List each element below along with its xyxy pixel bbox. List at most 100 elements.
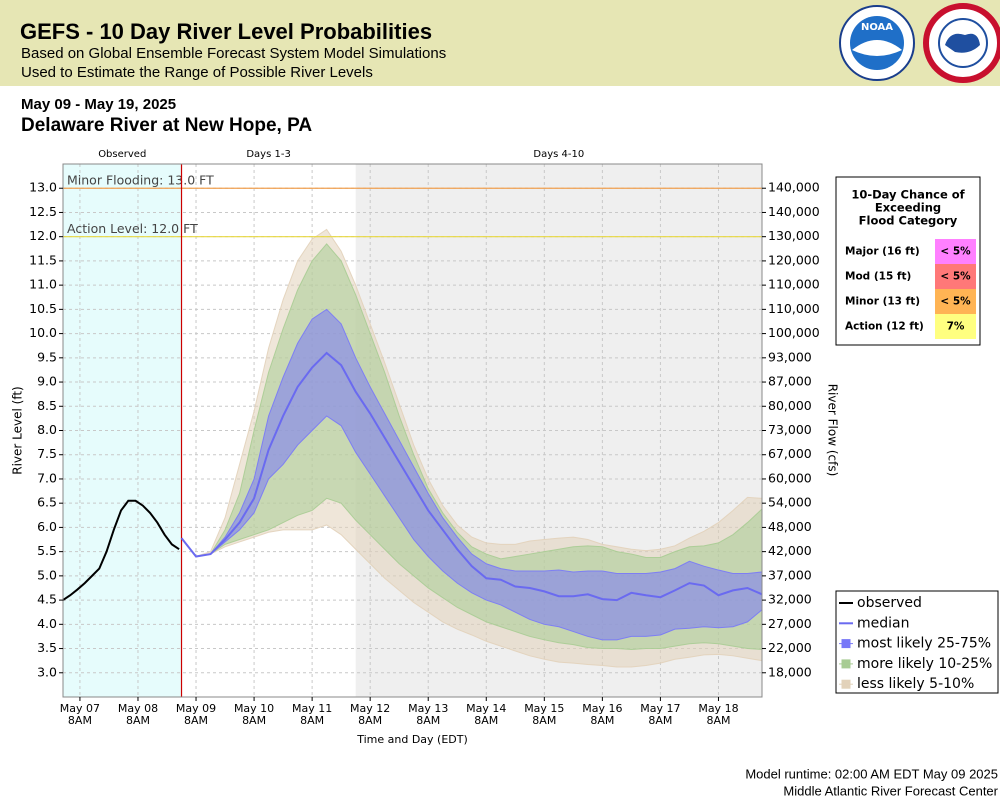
chance-value: < 5% bbox=[940, 296, 971, 308]
y-tick-label: 3.5 bbox=[37, 640, 57, 655]
x-tick-label: 8AM bbox=[706, 714, 730, 727]
x-tick-label: May 15 bbox=[524, 702, 564, 715]
legend-label: most likely 25-75% bbox=[857, 636, 991, 652]
flood-table-title: Flood Category bbox=[859, 214, 958, 228]
chance-cell bbox=[935, 314, 976, 339]
flood-category: Minor (13 ft) bbox=[845, 296, 920, 308]
y-tick-label: 10.5 bbox=[29, 301, 57, 316]
y-tick-label: 4.5 bbox=[37, 592, 57, 607]
flood-category: Major (16 ft) bbox=[845, 246, 920, 258]
legend-box bbox=[835, 590, 999, 694]
x-tick-label: May 08 bbox=[118, 702, 158, 715]
y2-tick-label: 42,000 bbox=[768, 543, 812, 558]
x-tick-label: May 11 bbox=[292, 702, 332, 715]
legend-label: less likely 5-10% bbox=[857, 676, 974, 692]
y2-tick-label: 73,000 bbox=[768, 422, 812, 437]
y2-tick-label: 110,000 bbox=[768, 277, 820, 292]
x-tick-label: 8AM bbox=[648, 714, 672, 727]
y2-tick-label: 110,000 bbox=[768, 301, 820, 316]
period-label: Observed bbox=[98, 149, 146, 160]
y2-tick-label: 100,000 bbox=[768, 325, 820, 340]
y-tick-label: 11.0 bbox=[29, 277, 57, 292]
x-tick-label: 8AM bbox=[590, 714, 614, 727]
x-tick-label: 8AM bbox=[184, 714, 208, 727]
y2-tick-label: 140,000 bbox=[768, 204, 820, 219]
chance-cell bbox=[935, 289, 976, 314]
y2-axis-title: River Flow (cfs) bbox=[826, 384, 840, 477]
y-tick-label: 3.0 bbox=[37, 664, 57, 679]
x-axis-title: Time and Day (EDT) bbox=[356, 733, 468, 746]
legend-swatch bbox=[841, 659, 851, 669]
y-tick-label: 6.0 bbox=[37, 519, 57, 534]
y2-tick-label: 120,000 bbox=[768, 252, 820, 267]
y-tick-label: 8.5 bbox=[37, 398, 57, 413]
legend-label: observed bbox=[857, 595, 922, 611]
x-tick-label: 8AM bbox=[242, 714, 266, 727]
y-axis-title: River Level (ft) bbox=[11, 386, 25, 474]
y-tick-label: 10.0 bbox=[29, 325, 57, 340]
threshold-label: Minor Flooding: 13.0 FT bbox=[67, 173, 214, 188]
page-title: GEFS - 10 Day River Level Probabilities bbox=[20, 19, 432, 44]
threshold-label: Action Level: 12.0 FT bbox=[67, 221, 198, 236]
chance-cell bbox=[935, 264, 976, 289]
period-shade bbox=[63, 164, 182, 697]
nws-logo bbox=[923, 3, 1000, 83]
subtitle: Based on Global Ensemble Forecast System… bbox=[21, 45, 446, 62]
y-tick-label: 9.5 bbox=[37, 349, 57, 364]
logo-text: NOAA bbox=[861, 22, 893, 33]
y2-tick-label: 87,000 bbox=[768, 374, 812, 389]
chance-value: < 5% bbox=[940, 271, 971, 283]
flood-table-title: Exceeding bbox=[875, 201, 941, 215]
y2-tick-label: 130,000 bbox=[768, 228, 820, 243]
legend-swatch bbox=[841, 639, 851, 649]
y2-tick-label: 140,000 bbox=[768, 180, 820, 195]
y2-tick-label: 60,000 bbox=[768, 470, 812, 485]
x-tick-label: May 09 bbox=[176, 702, 216, 715]
y-tick-label: 11.5 bbox=[29, 252, 57, 267]
y-tick-label: 9.0 bbox=[37, 374, 57, 389]
x-tick-label: May 16 bbox=[582, 702, 622, 715]
header-band bbox=[0, 0, 1000, 86]
y2-tick-label: 37,000 bbox=[768, 567, 812, 582]
legend-label: more likely 10-25% bbox=[857, 656, 992, 672]
chance-cell bbox=[935, 239, 976, 264]
y2-tick-label: 18,000 bbox=[768, 664, 812, 679]
period-label: Days 1-3 bbox=[246, 149, 290, 160]
forecast-center: Middle Atlantic River Forecast Center bbox=[783, 783, 998, 798]
y2-tick-label: 48,000 bbox=[768, 519, 812, 534]
median-line bbox=[180, 351, 763, 602]
x-tick-label: 8AM bbox=[532, 714, 556, 727]
x-tick-label: 8AM bbox=[300, 714, 324, 727]
x-tick-label: 8AM bbox=[68, 714, 92, 727]
y-tick-label: 5.0 bbox=[37, 567, 57, 582]
y-tick-label: 4.0 bbox=[37, 616, 57, 631]
date-range: May 09 - May 19, 2025 bbox=[21, 96, 176, 113]
flood-table-title: 10-Day Chance of bbox=[851, 188, 965, 202]
y2-tick-label: 93,000 bbox=[768, 349, 812, 364]
x-tick-label: May 13 bbox=[408, 702, 448, 715]
legend-label: median bbox=[857, 615, 909, 631]
y-tick-label: 12.5 bbox=[29, 204, 57, 219]
x-tick-label: 8AM bbox=[358, 714, 382, 727]
y-tick-label: 5.5 bbox=[37, 543, 57, 558]
x-tick-label: May 17 bbox=[640, 702, 680, 715]
x-tick-label: May 18 bbox=[698, 702, 738, 715]
x-tick-label: 8AM bbox=[416, 714, 440, 727]
x-tick-label: 8AM bbox=[474, 714, 498, 727]
y-tick-label: 7.0 bbox=[37, 470, 57, 485]
period-label: Days 4-10 bbox=[533, 149, 584, 160]
noaa-logo: NOAA bbox=[839, 5, 915, 81]
y-tick-label: 7.5 bbox=[37, 446, 57, 461]
chance-value: 7% bbox=[947, 321, 965, 333]
x-tick-label: 8AM bbox=[126, 714, 150, 727]
chart-title: Delaware River at New Hope, PA bbox=[21, 115, 312, 136]
y2-tick-label: 32,000 bbox=[768, 592, 812, 607]
y-tick-label: 6.5 bbox=[37, 495, 57, 510]
y2-tick-label: 80,000 bbox=[768, 398, 812, 413]
y-tick-label: 8.0 bbox=[37, 422, 57, 437]
y2-tick-label: 54,000 bbox=[768, 495, 812, 510]
flood-category: Mod (15 ft) bbox=[845, 271, 911, 283]
y-tick-label: 13.0 bbox=[29, 180, 57, 195]
x-tick-label: May 10 bbox=[234, 702, 274, 715]
